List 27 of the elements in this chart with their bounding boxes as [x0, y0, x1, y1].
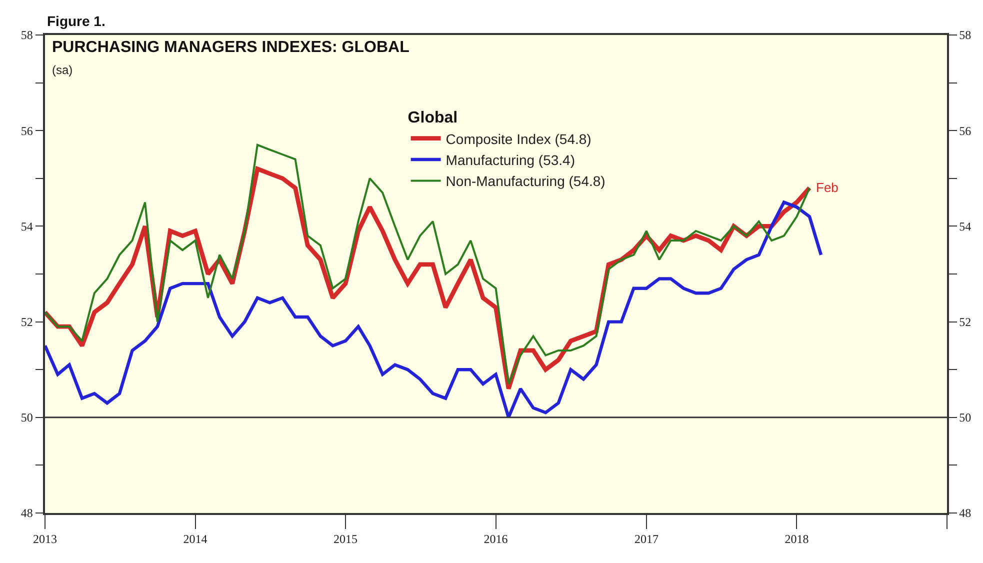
- x-tick-label: 2015: [334, 532, 358, 546]
- chart-title: PURCHASING MANAGERS INDEXES: GLOBAL: [52, 39, 410, 56]
- legend-label: Non-Manufacturing (54.8): [446, 173, 606, 190]
- y2-tick-label: 52: [959, 315, 972, 329]
- x-tick-label: 2017: [634, 532, 658, 546]
- caption: Figure 1.: [47, 13, 106, 29]
- annotation: Feb: [816, 180, 838, 195]
- y-tick-label: 56: [20, 124, 33, 138]
- legend-label: Manufacturing (53.4): [446, 152, 575, 168]
- line-series: [45, 200, 823, 419]
- x-tick-label: 2014: [183, 532, 208, 546]
- y-tick-label: 58: [20, 28, 33, 42]
- y-tick-label: 54: [20, 219, 33, 234]
- y2-tick-label: 54: [959, 219, 972, 234]
- y2-tick-label: 56: [959, 124, 972, 138]
- text: (sa): [52, 63, 73, 77]
- x-tick-label: 2018: [784, 532, 809, 546]
- y2-tick-label: 58: [959, 28, 972, 42]
- y-tick-label: 48: [20, 506, 33, 520]
- x-tick-label: 2013: [33, 532, 57, 546]
- y2-tick-label: 48: [959, 506, 972, 520]
- y-tick-label: 52: [20, 315, 33, 329]
- legend-title: Global: [408, 110, 458, 127]
- y2-tick-label: 50: [959, 410, 972, 425]
- x-tick-label: 2016: [484, 532, 508, 546]
- y-tick-label: 50: [20, 410, 33, 425]
- legend-label: Composite Index (54.8): [446, 130, 592, 147]
